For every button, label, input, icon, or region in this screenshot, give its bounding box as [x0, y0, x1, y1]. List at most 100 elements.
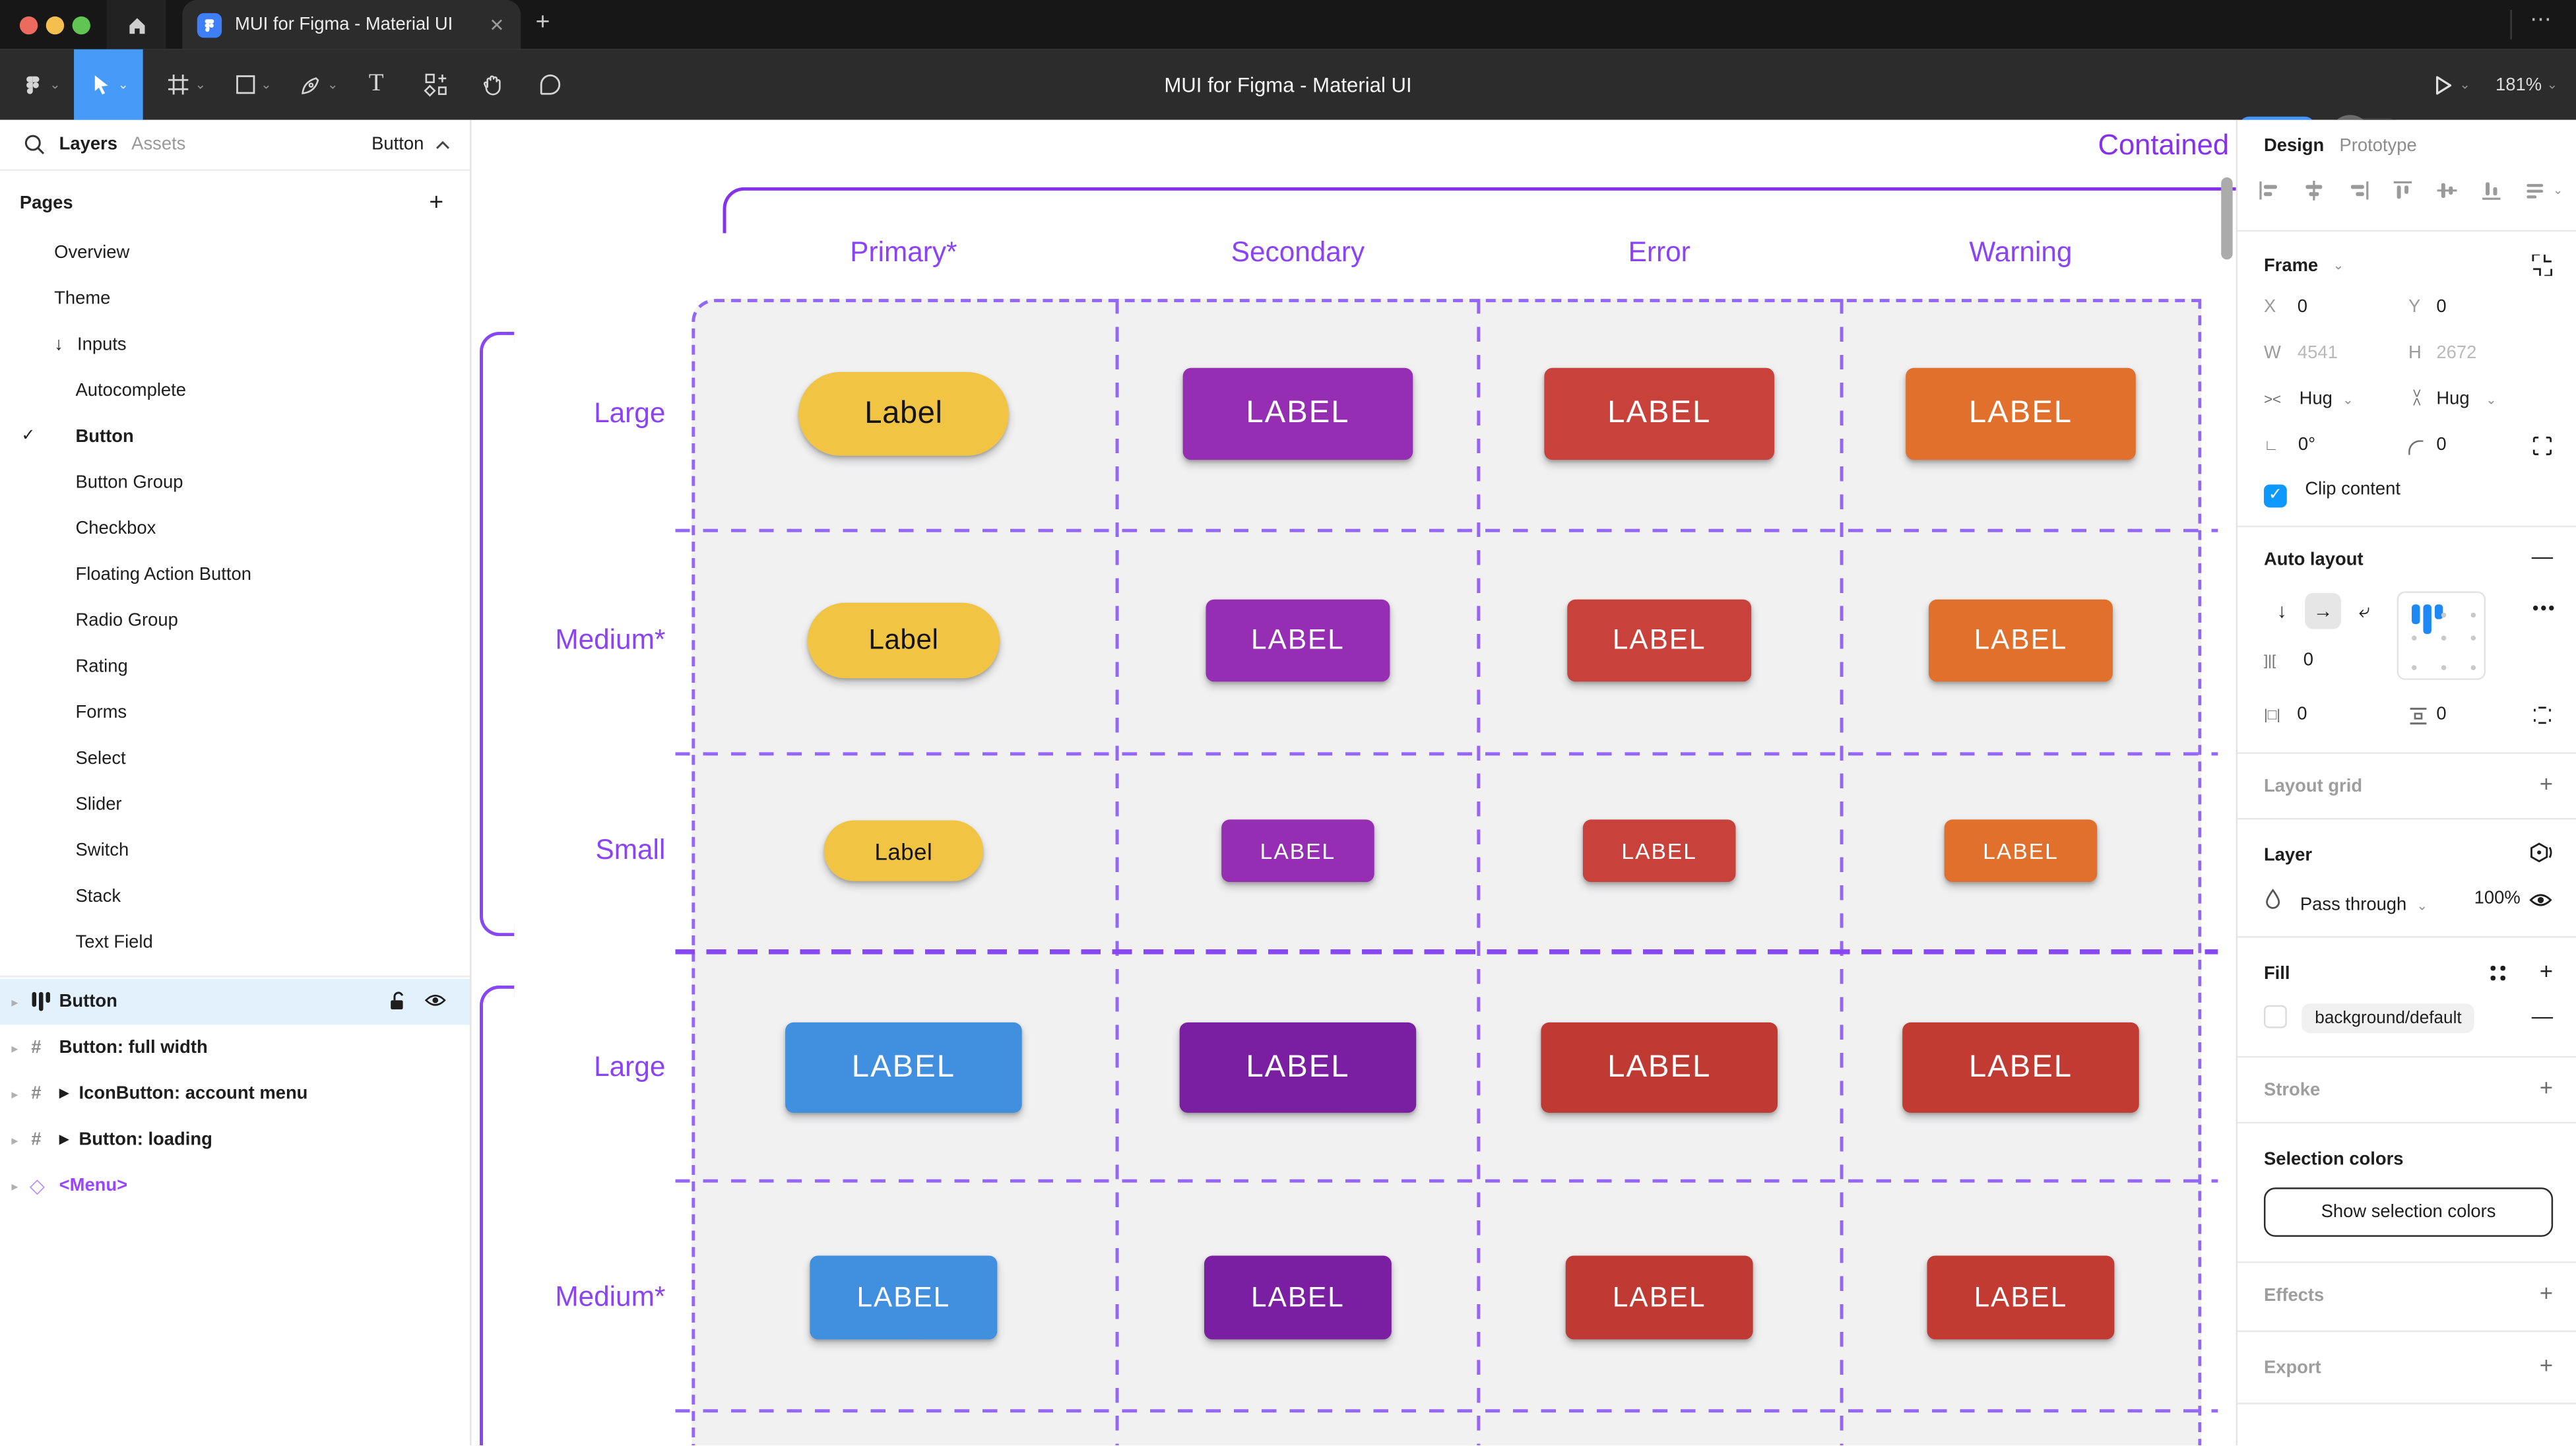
sidebar-page-item[interactable]: Select — [0, 736, 470, 782]
expand-chevron-icon[interactable]: ▸ — [11, 1133, 18, 1148]
layer-row[interactable]: ▸ # ▶ Button: loading — [0, 1117, 470, 1163]
expand-chevron-icon[interactable]: ▸ — [11, 1041, 18, 1056]
layer-row[interactable]: ▸ # Button: full width — [0, 1025, 470, 1071]
sidebar-page-item[interactable]: Radio Group — [0, 598, 470, 644]
search-icon[interactable] — [23, 133, 46, 156]
x-input[interactable]: 0 — [2297, 297, 2308, 317]
canvas-button-primary[interactable]: LABEL — [785, 1022, 1022, 1113]
height-input[interactable]: 2672 — [2436, 343, 2477, 363]
horizontal-padding-input[interactable]: 0 — [2297, 705, 2307, 725]
tab-design[interactable]: Design — [2263, 136, 2325, 156]
fill-color-swatch[interactable] — [2263, 1005, 2287, 1028]
layer-visibility-icon[interactable] — [2528, 890, 2553, 910]
new-tab-button[interactable]: + — [535, 8, 550, 36]
hug-horizontal-select[interactable]: Hug — [2299, 389, 2333, 409]
opacity-input[interactable]: 100% — [2474, 888, 2521, 908]
rotation-input[interactable]: 0° — [2298, 435, 2316, 455]
width-input[interactable]: 4541 — [2297, 343, 2338, 363]
canvas[interactable]: Contained Primary* Secondary Error Warning … — [471, 119, 2236, 1446]
direction-down-button[interactable]: ↓ — [2276, 599, 2287, 623]
sidebar-page-item[interactable]: Theme — [0, 276, 470, 322]
add-stroke-button[interactable]: + — [2539, 1074, 2554, 1101]
canvas-button-secondary[interactable]: LABEL — [1182, 367, 1413, 460]
pen-tool-button[interactable]: ⌄ — [289, 49, 348, 120]
add-export-button[interactable]: + — [2539, 1352, 2554, 1378]
add-effect-button[interactable]: + — [2539, 1279, 2554, 1306]
fill-styles-icon[interactable] — [2490, 966, 2507, 982]
expand-chevron-icon[interactable]: ▸ — [11, 995, 18, 1011]
text-tool-button[interactable]: T — [368, 71, 384, 97]
fill-token-chip[interactable]: background/default — [2302, 1003, 2475, 1034]
close-window-button[interactable] — [19, 15, 38, 34]
auto-layout-alignment-widget[interactable] — [2397, 591, 2486, 680]
direction-right-button[interactable]: → — [2305, 592, 2342, 629]
fill-row[interactable]: background/default — — [2263, 1003, 2554, 1034]
y-input[interactable]: 0 — [2436, 297, 2447, 317]
tab-assets[interactable]: Assets — [131, 135, 186, 155]
align-left-icon[interactable] — [2257, 179, 2282, 202]
sidebar-page-item[interactable]: Autocomplete — [0, 368, 470, 414]
add-page-button[interactable]: + — [429, 189, 444, 217]
collapse-frame-icon[interactable] — [2532, 254, 2553, 276]
home-button[interactable] — [106, 0, 166, 49]
canvas-button-warning[interactable]: LABEL — [1927, 1255, 2115, 1340]
blend-variable-icon[interactable] — [2528, 841, 2553, 865]
add-fill-button[interactable]: + — [2539, 957, 2554, 984]
minimize-window-button[interactable] — [46, 15, 65, 34]
tidy-up-icon[interactable]: ⌄ — [2524, 179, 2563, 202]
expand-chevron-icon[interactable]: ▸ — [11, 1179, 18, 1195]
align-horizontal-center-icon[interactable] — [2302, 179, 2326, 202]
auto-layout-more-icon[interactable]: ••• — [2532, 599, 2557, 619]
sidebar-page-item[interactable]: Checkbox — [0, 506, 470, 552]
remove-fill-button[interactable]: — — [2531, 1003, 2554, 1028]
canvas-button-secondary[interactable]: LABEL — [1179, 1022, 1417, 1113]
canvas-scrollbar[interactable] — [2221, 177, 2233, 260]
maximize-window-button[interactable] — [72, 15, 90, 34]
wrap-button[interactable]: ⤶ — [2358, 599, 2370, 623]
sidebar-page-item[interactable]: Stack — [0, 874, 470, 920]
tab-close-icon[interactable]: ✕ — [489, 15, 505, 36]
hug-vertical-select[interactable]: Hug — [2436, 389, 2470, 409]
canvas-button-error[interactable]: LABEL — [1565, 1255, 1753, 1340]
zoom-menu[interactable]: 181% ⌄ — [2496, 75, 2558, 95]
sidebar-page-item[interactable]: Floating Action Button — [0, 552, 470, 598]
canvas-button-warning[interactable]: LABEL — [1944, 819, 2098, 883]
canvas-button-warning[interactable]: LABEL — [1906, 367, 2136, 460]
expand-chevron-icon[interactable]: ▸ — [11, 1087, 18, 1102]
sidebar-page-item[interactable]: ✓ Button — [0, 414, 470, 460]
align-top-icon[interactable] — [2391, 179, 2415, 202]
align-vertical-center-icon[interactable] — [2435, 179, 2459, 202]
sidebar-page-item[interactable]: Rating — [0, 644, 470, 690]
page-selector[interactable]: Button — [371, 135, 424, 155]
canvas-button-secondary[interactable]: LABEL — [1206, 599, 1390, 682]
hand-tool-button[interactable] — [470, 49, 513, 120]
tab-prototype[interactable]: Prototype — [2339, 136, 2417, 156]
independent-padding-icon[interactable] — [2532, 705, 2553, 726]
window-more-icon[interactable]: ⋯ — [2530, 6, 2554, 32]
canvas-button-error[interactable]: LABEL — [1544, 367, 1774, 460]
canvas-button-primary[interactable]: Label — [807, 602, 1000, 679]
sidebar-page-item[interactable]: Forms — [0, 690, 470, 736]
canvas-button-error[interactable]: LABEL — [1567, 599, 1752, 682]
align-right-icon[interactable] — [2346, 179, 2371, 202]
comment-tool-button[interactable] — [526, 49, 572, 120]
remove-auto-layout-button[interactable]: — — [2531, 544, 2554, 569]
sidebar-page-item[interactable]: Button Group — [0, 460, 470, 506]
sidebar-page-item[interactable]: ↓ Inputs — [0, 322, 470, 368]
move-tool-button[interactable]: ⌄ — [74, 49, 143, 120]
main-menu-button[interactable]: ⌄ — [13, 49, 69, 120]
unlock-icon[interactable] — [388, 990, 408, 1011]
layer-row[interactable]: ▸ Button — [0, 978, 470, 1025]
frame-tool-button[interactable]: ⌄ — [156, 49, 216, 120]
show-selection-colors-button[interactable]: Show selection colors — [2263, 1187, 2554, 1237]
sidebar-page-item[interactable]: Text Field — [0, 920, 470, 966]
canvas-button-primary[interactable]: LABEL — [810, 1255, 998, 1340]
layer-row[interactable]: ▸ # ▶ IconButton: account menu — [0, 1071, 470, 1117]
clip-content-row[interactable]: ✓ Clip content — [2263, 480, 2553, 507]
clip-content-checkbox[interactable]: ✓ — [2263, 484, 2287, 507]
canvas-button-error[interactable]: LABEL — [1582, 819, 1736, 883]
canvas-button-warning[interactable]: LABEL — [1902, 1022, 2139, 1113]
eye-icon[interactable] — [424, 990, 447, 1010]
present-button[interactable]: ⌄ — [2431, 49, 2470, 120]
vertical-padding-input[interactable]: 0 — [2436, 705, 2447, 725]
